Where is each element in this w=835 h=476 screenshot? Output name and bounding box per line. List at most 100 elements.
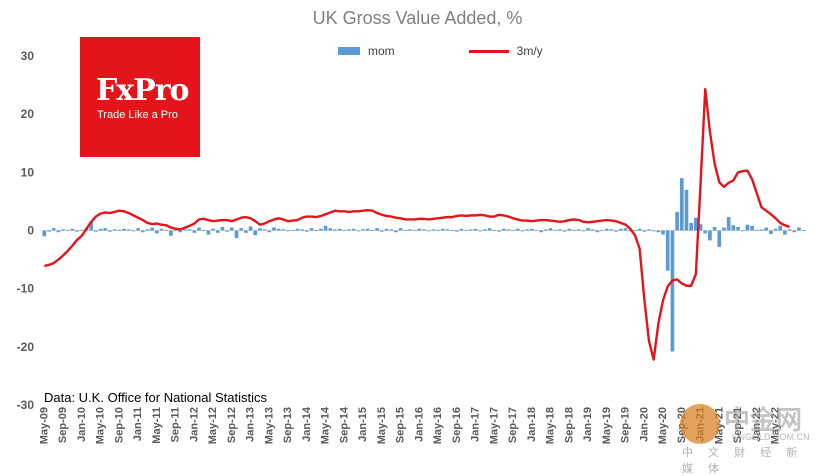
bar-mom bbox=[797, 227, 801, 231]
bar-mom bbox=[94, 230, 98, 232]
bar-mom bbox=[239, 228, 244, 231]
bar-mom bbox=[384, 228, 389, 231]
bar-mom bbox=[98, 228, 103, 231]
bar-mom bbox=[234, 230, 239, 239]
bar-mom bbox=[544, 229, 548, 231]
bar-mom bbox=[337, 228, 342, 231]
x-tick-label: Sep-12 bbox=[226, 407, 238, 443]
bar-mom bbox=[347, 229, 351, 231]
x-tick-label: Jan-18 bbox=[526, 407, 538, 442]
bar-mom bbox=[169, 230, 173, 236]
bar-mom bbox=[642, 230, 647, 232]
bar-mom bbox=[286, 230, 290, 232]
x-tick-label: May-09 bbox=[38, 407, 50, 444]
bar-mom bbox=[342, 229, 347, 231]
x-tick-label: Sep-09 bbox=[57, 407, 69, 443]
bar-mom bbox=[272, 227, 276, 231]
bar-mom bbox=[787, 229, 792, 231]
bar-mom bbox=[206, 230, 211, 235]
bar-mom bbox=[539, 230, 544, 233]
bar-mom bbox=[328, 228, 333, 231]
bar-mom bbox=[698, 224, 703, 231]
y-tick-label: 0 bbox=[27, 224, 34, 238]
bar-mom bbox=[506, 229, 511, 231]
legend-label-3my: 3m/y bbox=[516, 44, 543, 58]
x-tick-label: Jan-19 bbox=[582, 407, 594, 442]
bar-mom bbox=[159, 228, 164, 231]
bar-mom bbox=[211, 228, 215, 231]
x-tick-label: May-22 bbox=[770, 407, 782, 444]
x-tick-label: Sep-16 bbox=[451, 407, 463, 443]
bar-mom bbox=[131, 230, 136, 232]
bar-mom bbox=[248, 226, 253, 231]
x-tick-label: May-18 bbox=[545, 407, 557, 444]
bar-mom bbox=[783, 230, 787, 235]
x-tick-label: Jan-13 bbox=[245, 407, 257, 442]
bar-mom bbox=[431, 229, 436, 231]
bar-mom bbox=[70, 228, 75, 231]
bar-mom bbox=[801, 229, 806, 231]
line-3my bbox=[44, 87, 791, 361]
x-tick-label: Sep-21 bbox=[732, 407, 744, 443]
bar-mom bbox=[773, 228, 778, 231]
bar-mom bbox=[440, 228, 445, 231]
bar-mom bbox=[375, 228, 379, 231]
bar-mom bbox=[562, 230, 567, 232]
bar-mom bbox=[754, 229, 759, 231]
y-tick-label: -20 bbox=[17, 340, 35, 354]
bar-mom bbox=[51, 228, 56, 231]
bar-mom bbox=[619, 228, 623, 231]
bar-mom bbox=[253, 230, 258, 236]
bar-mom bbox=[684, 189, 689, 231]
bar-mom bbox=[497, 230, 501, 232]
y-tick-label: 10 bbox=[21, 165, 35, 179]
bar-mom bbox=[215, 230, 220, 233]
x-tick-label: May-19 bbox=[601, 407, 613, 444]
x-tick-label: Jan-15 bbox=[357, 407, 369, 442]
bar-mom bbox=[736, 227, 740, 231]
bar-mom bbox=[675, 211, 679, 231]
watermark: 中金网 CNGOLD.COM.CN 中 文 财 经 新 媒 体 bbox=[676, 400, 826, 475]
bar-mom bbox=[764, 227, 768, 231]
bar-mom bbox=[314, 229, 319, 231]
y-tick-label: -10 bbox=[17, 282, 35, 296]
bar-mom bbox=[656, 230, 661, 233]
bar-mom bbox=[661, 230, 665, 235]
bar-mom bbox=[201, 229, 206, 231]
x-tick-label: Jan-20 bbox=[638, 407, 650, 442]
bar-mom bbox=[145, 229, 150, 231]
bar-mom bbox=[108, 230, 112, 232]
bar-mom bbox=[717, 230, 722, 247]
x-tick-label: Sep-10 bbox=[113, 407, 125, 443]
bar-mom bbox=[679, 178, 684, 231]
bar-mom bbox=[778, 225, 783, 231]
x-tick-label: Sep-11 bbox=[170, 407, 182, 442]
bar-mom bbox=[590, 229, 595, 231]
bar-mom bbox=[65, 229, 70, 231]
x-tick-label: May-20 bbox=[657, 407, 669, 444]
watermark-caption: 中 文 财 经 新 媒 体 bbox=[682, 447, 804, 475]
bar-mom bbox=[323, 225, 328, 231]
bar-mom bbox=[351, 228, 356, 231]
watermark-logo-icon bbox=[680, 404, 720, 444]
bar-mom bbox=[647, 229, 651, 231]
bar-mom bbox=[155, 230, 159, 234]
bar-mom bbox=[61, 229, 65, 231]
bar-mom bbox=[258, 228, 262, 231]
bar-mom bbox=[614, 230, 618, 232]
bar-mom bbox=[126, 229, 131, 231]
x-tick-label: May-12 bbox=[207, 407, 219, 444]
bar-mom bbox=[604, 228, 609, 231]
x-tick-label: Jan-16 bbox=[413, 407, 425, 442]
x-tick-label: Jan-14 bbox=[301, 406, 313, 442]
bar-mom bbox=[75, 230, 79, 232]
bar-mom bbox=[633, 229, 637, 231]
legend: mom 3m/y bbox=[338, 44, 543, 58]
x-tick-label: Sep-15 bbox=[395, 407, 407, 443]
bar-mom bbox=[520, 230, 525, 232]
bar-mom bbox=[501, 228, 506, 231]
x-tick-label: Sep-14 bbox=[338, 406, 350, 443]
bar-mom bbox=[408, 229, 412, 231]
bar-mom bbox=[80, 229, 84, 231]
